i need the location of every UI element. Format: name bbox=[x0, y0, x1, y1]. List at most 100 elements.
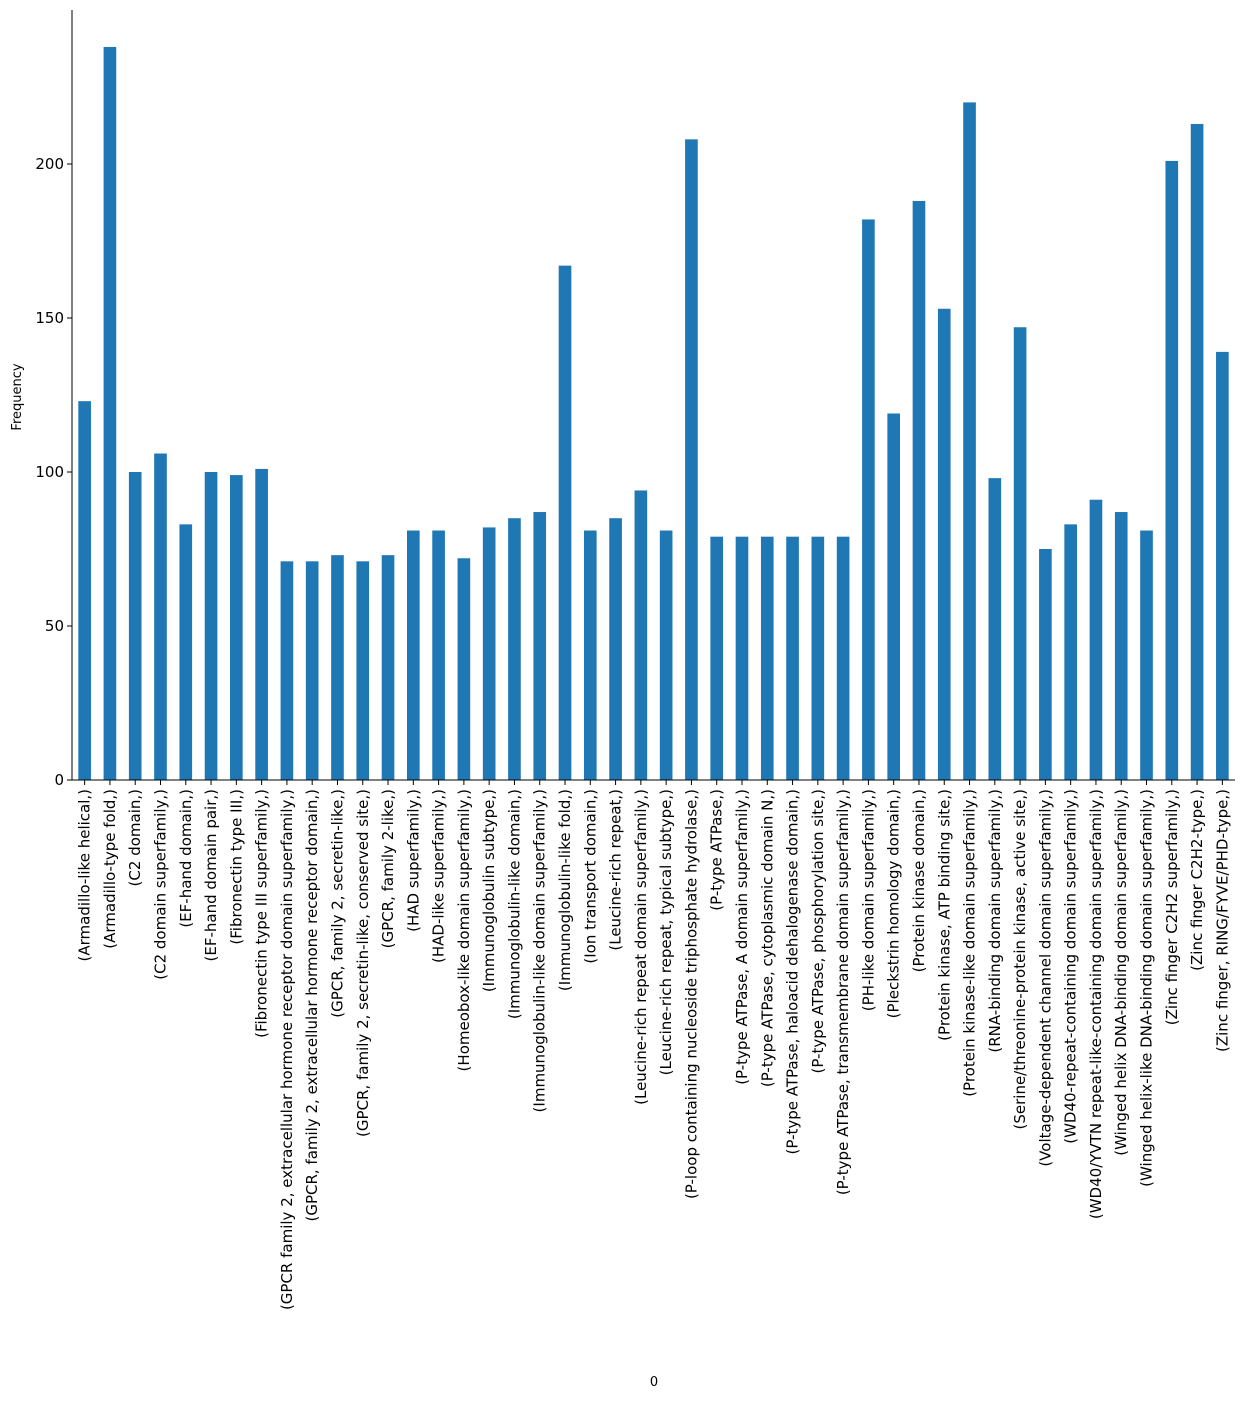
bar bbox=[1190, 123, 1204, 780]
x-category-label: (GPCR, family 2, secretin-like, conserve… bbox=[354, 789, 372, 1137]
bar bbox=[710, 536, 724, 780]
x-category-label: (P-type ATPase, transmembrane domain sup… bbox=[834, 789, 852, 1195]
x-category-label: (Zinc finger C2H2-type,) bbox=[1188, 789, 1206, 971]
bar bbox=[204, 472, 218, 780]
bar bbox=[1216, 351, 1229, 780]
bar bbox=[457, 558, 471, 780]
x-category-label: (P-type ATPase, phosphorylation site,) bbox=[809, 789, 827, 1074]
x-category-label: (Winged helix-like DNA-binding domain su… bbox=[1138, 789, 1156, 1187]
bar bbox=[356, 561, 370, 780]
x-category-label: (Armadillo-like helical,) bbox=[76, 789, 94, 962]
x-category-label: (Protein kinase, ATP binding site,) bbox=[935, 789, 953, 1041]
y-tick-label: 0 bbox=[54, 771, 64, 789]
x-category-label: (RNA-binding domain superfamily,) bbox=[986, 789, 1004, 1053]
x-category-label: (Leucine-rich repeat, typical subtype,) bbox=[657, 789, 675, 1075]
bar bbox=[937, 308, 951, 780]
x-category-label: (HAD superfamily,) bbox=[404, 789, 422, 932]
bar bbox=[558, 265, 572, 780]
x-category-label: (GPCR family 2, extracellular hormone re… bbox=[278, 789, 296, 1310]
bar bbox=[1140, 530, 1153, 780]
bar bbox=[179, 524, 193, 780]
x-category-label: (EF-hand domain,) bbox=[177, 789, 195, 928]
x-category-label: (Voltage-dependent channel domain superf… bbox=[1036, 789, 1054, 1167]
x-category-label: (GPCR, family 2, secretin-like,) bbox=[328, 789, 346, 1018]
bar bbox=[406, 530, 420, 780]
bar bbox=[1165, 160, 1179, 781]
x-category-label: (GPCR, family 2-like,) bbox=[379, 789, 397, 948]
x-category-label: (Homeobox-like domain superfamily,) bbox=[455, 789, 473, 1071]
y-axis-title: Frequency bbox=[10, 363, 25, 430]
x-category-label: (Serine/threonine-protein kinase, active… bbox=[1011, 789, 1029, 1129]
bar bbox=[988, 478, 1002, 780]
bars-group bbox=[78, 46, 1229, 781]
bar bbox=[634, 490, 648, 780]
x-category-label: (P-type ATPase, haloacid dehalogenase do… bbox=[784, 789, 802, 1154]
x-category-label: (P-type ATPase,) bbox=[708, 789, 726, 911]
bar bbox=[331, 555, 344, 780]
bar bbox=[786, 536, 799, 780]
bar bbox=[659, 530, 673, 780]
x-category-label: (P-type ATPase, A domain superfamily,) bbox=[733, 789, 751, 1085]
bar bbox=[912, 200, 926, 780]
x-category-label: (Immunoglobulin-like domain,) bbox=[505, 789, 523, 1019]
bar bbox=[836, 536, 850, 780]
x-category-label: (Pleckstrin homology domain,) bbox=[885, 789, 903, 1018]
bar bbox=[963, 102, 976, 780]
bar bbox=[1089, 499, 1103, 780]
x-category-label: (Zinc finger, RING/FYVE/PHD-type,) bbox=[1213, 789, 1231, 1052]
bar bbox=[583, 530, 597, 780]
bar bbox=[533, 512, 547, 780]
bar bbox=[1013, 327, 1027, 780]
x-category-label: (Immunoglobulin subtype,) bbox=[480, 789, 498, 992]
bar bbox=[1114, 512, 1128, 780]
x-category-label: (Fibronectin type III superfamily,) bbox=[253, 789, 271, 1038]
x-axis-category-labels: (Armadillo-like helical,) (Armadillo-type… bbox=[76, 780, 1231, 1310]
x-category-label: (Protein kinase-like domain superfamily,… bbox=[961, 789, 979, 1097]
x-category-label: (GPCR, family 2, extracellular hormone r… bbox=[303, 789, 321, 1222]
x-category-label: (WD40-repeat-containing domain superfami… bbox=[1062, 789, 1080, 1144]
x-category-label: (P-type ATPase, cytoplasmic domain N,) bbox=[758, 789, 776, 1087]
bar bbox=[760, 536, 774, 780]
bar bbox=[887, 413, 901, 780]
bar bbox=[432, 530, 445, 780]
x-category-label: (Protein kinase domain,) bbox=[910, 789, 928, 972]
x-category-label: (Zinc finger C2H2 superfamily,) bbox=[1163, 789, 1181, 1025]
x-category-label: (Immunoglobulin-like fold,) bbox=[556, 789, 574, 991]
x-category-label: (Fibronectin type III,) bbox=[227, 789, 245, 945]
bar bbox=[255, 468, 268, 780]
y-tick-label: 150 bbox=[35, 309, 64, 327]
x-category-label: (P-loop containing nucleoside triphospha… bbox=[682, 789, 700, 1199]
bar bbox=[103, 46, 117, 780]
x-category-label: (C2 domain superfamily,) bbox=[151, 789, 169, 980]
y-tick-label: 200 bbox=[35, 155, 64, 173]
x-category-label: (WD40/YVTN repeat-like-containing domain… bbox=[1087, 789, 1105, 1219]
bar bbox=[1064, 524, 1077, 780]
bar bbox=[280, 561, 294, 780]
bar bbox=[78, 401, 91, 780]
bar bbox=[128, 472, 142, 780]
bar bbox=[154, 453, 167, 780]
x-category-label: (PH-like domain superfamily,) bbox=[859, 789, 877, 1011]
bar bbox=[735, 536, 749, 780]
y-axis-ticks: 0 50 100 150 200 bbox=[35, 155, 72, 789]
x-category-label: (Armadillo-type fold,) bbox=[101, 789, 119, 949]
bar bbox=[508, 518, 521, 780]
bar bbox=[862, 219, 875, 780]
x-category-label: (Leucine-rich repeat domain superfamily,… bbox=[632, 789, 650, 1105]
bar bbox=[482, 527, 496, 780]
x-category-label: (HAD-like superfamily,) bbox=[430, 789, 448, 963]
bar bbox=[1039, 549, 1052, 780]
bar bbox=[381, 555, 395, 780]
bar bbox=[609, 518, 622, 780]
x-category-label: (Winged helix DNA-binding domain superfa… bbox=[1112, 789, 1130, 1156]
bar bbox=[685, 139, 698, 781]
x-category-label: (Ion transport domain,) bbox=[581, 789, 599, 964]
x-category-label: (Immunoglobulin-like domain superfamily,… bbox=[531, 789, 549, 1112]
bar bbox=[230, 475, 243, 780]
x-axis-title: 0 bbox=[650, 1375, 658, 1390]
y-tick-label: 50 bbox=[45, 617, 64, 635]
y-tick-label: 100 bbox=[35, 463, 64, 481]
bar bbox=[305, 561, 319, 780]
